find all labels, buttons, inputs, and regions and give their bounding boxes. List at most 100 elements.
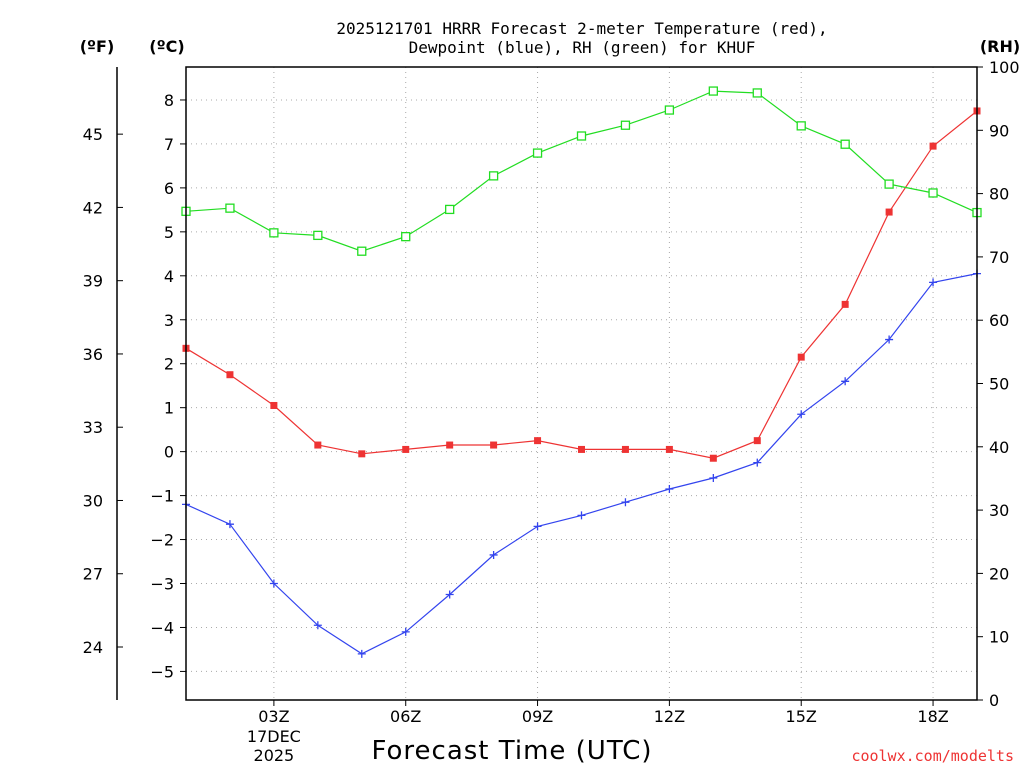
temperature-point bbox=[534, 437, 542, 445]
rh-point bbox=[313, 230, 323, 241]
dewpoint-point bbox=[665, 485, 674, 493]
celsius-tick-label: 0 bbox=[164, 443, 174, 462]
x-tick-label: 15Z bbox=[786, 707, 817, 726]
temperature-point bbox=[402, 445, 410, 453]
fahrenheit-tick-label: 30 bbox=[83, 491, 103, 510]
rh-point bbox=[357, 246, 367, 256]
chart-title-line: 2025121701 HRRR Forecast 2-meter Tempera… bbox=[336, 19, 827, 38]
temperature-point bbox=[446, 441, 454, 449]
rh-point bbox=[576, 131, 587, 141]
rh-tick-label: 10 bbox=[989, 628, 1009, 647]
x-tick-label: 03Z bbox=[258, 707, 289, 726]
temperature-point bbox=[358, 450, 366, 458]
x-tick-label: 12Z bbox=[654, 707, 685, 726]
rh-unit-label: (RH) bbox=[980, 37, 1020, 56]
temperature-point bbox=[226, 371, 234, 379]
rh-point bbox=[840, 139, 850, 149]
credit-text: coolwx.com/modelts bbox=[851, 747, 1014, 765]
dewpoint-point bbox=[621, 498, 630, 507]
plot-frame bbox=[116, 66, 983, 706]
celsius-tick-label: 1 bbox=[164, 399, 174, 418]
text-layer: −5−4−3−2−1012345678242730333639424501020… bbox=[80, 19, 1020, 766]
fahrenheit-tick-label: 24 bbox=[83, 638, 103, 657]
dewpoint-point bbox=[533, 522, 542, 531]
rh-point bbox=[664, 105, 675, 115]
celsius-unit-label: (ºC) bbox=[149, 37, 184, 56]
temperature-point bbox=[621, 445, 629, 453]
rh-tick-label: 30 bbox=[989, 501, 1009, 520]
dewpoint-point bbox=[929, 278, 938, 287]
dewpoint-point bbox=[841, 377, 850, 386]
plot-border bbox=[185, 66, 978, 701]
celsius-tick-label: 8 bbox=[164, 91, 174, 110]
temperature-point bbox=[490, 441, 498, 449]
rh-point bbox=[796, 121, 806, 131]
fahrenheit-tick-label: 39 bbox=[83, 272, 103, 291]
temperature-point bbox=[753, 437, 761, 445]
temperature-point bbox=[709, 454, 717, 462]
rh-point bbox=[752, 88, 762, 98]
date-label-line: 2025 bbox=[254, 746, 295, 765]
dewpoint-point bbox=[445, 590, 454, 599]
rh-point bbox=[532, 148, 543, 158]
rh-point bbox=[269, 228, 279, 238]
rh-tick-label: 40 bbox=[989, 438, 1009, 457]
rh-point bbox=[620, 120, 631, 130]
grid-lines bbox=[186, 67, 977, 700]
celsius-tick-label: 3 bbox=[164, 311, 174, 330]
fahrenheit-tick-label: 45 bbox=[83, 125, 103, 144]
rh-tick-label: 20 bbox=[989, 564, 1009, 583]
dewpoint-point bbox=[797, 410, 806, 419]
fahrenheit-unit-label: (ºF) bbox=[80, 37, 115, 56]
rh-line bbox=[185, 90, 978, 252]
celsius-tick-label: 5 bbox=[164, 223, 174, 242]
temperature-point bbox=[797, 353, 805, 361]
x-tick-label: 09Z bbox=[522, 707, 553, 726]
dewpoint-point bbox=[885, 335, 894, 344]
dewpoint-point bbox=[357, 649, 366, 658]
rh-point bbox=[401, 231, 411, 242]
rh-tick-label: 100 bbox=[989, 58, 1020, 77]
dewpoint-point bbox=[753, 458, 762, 467]
chart-title-line: Dewpoint (blue), RH (green) for KHUF bbox=[409, 38, 756, 57]
date-label-line: 17DEC bbox=[247, 727, 301, 746]
rh-point bbox=[884, 179, 894, 189]
x-axis-title: Forecast Time (UTC) bbox=[371, 736, 652, 766]
rh-tick-label: 80 bbox=[989, 185, 1009, 204]
fahrenheit-tick-label: 42 bbox=[83, 198, 103, 217]
rh-point bbox=[225, 203, 235, 213]
temperature-point bbox=[665, 445, 673, 453]
celsius-tick-label: 7 bbox=[164, 135, 174, 154]
temperature-point bbox=[314, 441, 322, 449]
series-layer bbox=[181, 86, 982, 658]
temperature-point bbox=[885, 208, 893, 216]
fahrenheit-tick-label: 27 bbox=[83, 565, 103, 584]
x-tick-label: 06Z bbox=[390, 707, 421, 726]
fahrenheit-tick-label: 33 bbox=[83, 418, 103, 437]
x-tick-label: 18Z bbox=[917, 707, 948, 726]
rh-point bbox=[708, 86, 718, 96]
celsius-tick-label: 6 bbox=[164, 179, 174, 198]
rh-tick-label: 90 bbox=[989, 121, 1009, 140]
rh-tick-label: 50 bbox=[989, 375, 1009, 394]
celsius-tick-label: −5 bbox=[150, 662, 174, 681]
dewpoint-point bbox=[401, 627, 410, 636]
temperature-point bbox=[270, 401, 278, 409]
dewpoint-point bbox=[489, 550, 498, 559]
dewpoint-line bbox=[185, 273, 978, 655]
celsius-tick-label: 4 bbox=[164, 267, 174, 286]
celsius-tick-label: −1 bbox=[150, 487, 174, 506]
dewpoint-point bbox=[269, 579, 278, 588]
dewpoint-point bbox=[577, 511, 586, 520]
celsius-tick-label: −2 bbox=[150, 531, 174, 550]
rh-tick-label: 0 bbox=[989, 691, 999, 710]
rh-tick-label: 60 bbox=[989, 311, 1009, 330]
dewpoint-point bbox=[709, 474, 718, 483]
temperature-point bbox=[578, 445, 585, 453]
fahrenheit-tick-label: 36 bbox=[83, 345, 103, 364]
celsius-tick-label: −3 bbox=[150, 575, 174, 594]
dewpoint-point bbox=[313, 621, 322, 630]
celsius-tick-label: −4 bbox=[150, 618, 174, 637]
rh-point bbox=[488, 171, 499, 181]
